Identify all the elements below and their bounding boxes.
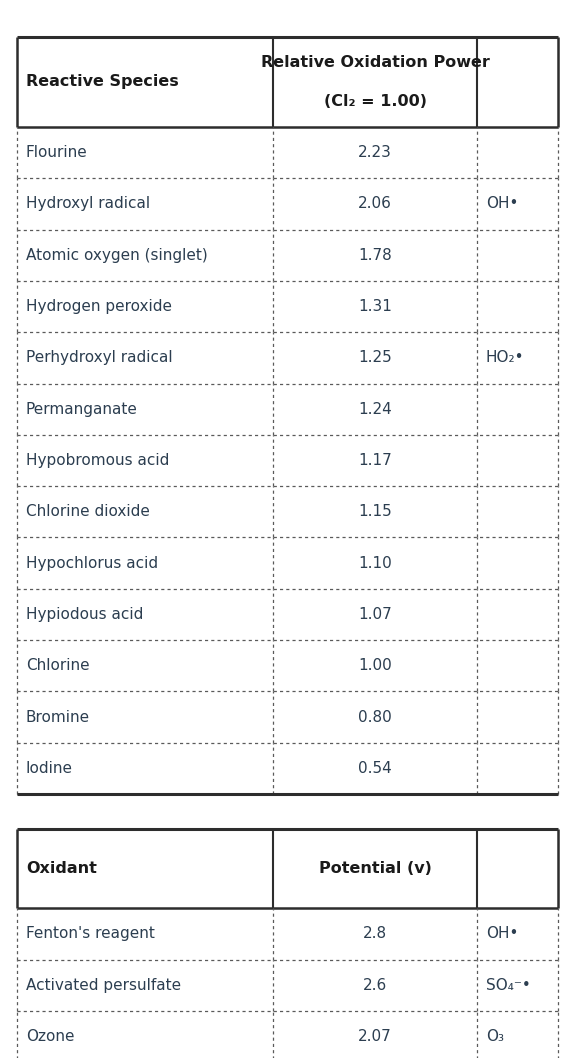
Text: Hydroxyl radical: Hydroxyl radical	[26, 197, 150, 212]
Text: Hypobromous acid: Hypobromous acid	[26, 453, 169, 468]
Text: Hypochlorus acid: Hypochlorus acid	[26, 555, 158, 570]
Text: 2.23: 2.23	[358, 145, 392, 160]
Text: Fenton's reagent: Fenton's reagent	[26, 927, 155, 942]
Text: 2.6: 2.6	[363, 978, 388, 992]
Text: 1.17: 1.17	[358, 453, 392, 468]
Text: 1.24: 1.24	[358, 402, 392, 417]
Text: Relative Oxidation Power: Relative Oxidation Power	[260, 55, 490, 71]
Text: 1.00: 1.00	[358, 658, 392, 673]
Text: Hydrogen peroxide: Hydrogen peroxide	[26, 299, 172, 314]
Text: Oxidant: Oxidant	[26, 861, 97, 876]
Text: (Cl₂ = 1.00): (Cl₂ = 1.00)	[324, 93, 427, 109]
Text: Ozone: Ozone	[26, 1029, 74, 1044]
Text: OH•: OH•	[486, 197, 518, 212]
Text: Atomic oxygen (singlet): Atomic oxygen (singlet)	[26, 248, 208, 262]
Text: 1.31: 1.31	[358, 299, 392, 314]
Text: 1.10: 1.10	[358, 555, 392, 570]
Text: Chlorine: Chlorine	[26, 658, 90, 673]
Text: 2.8: 2.8	[363, 927, 387, 942]
Text: 0.54: 0.54	[358, 761, 392, 776]
Text: 2.07: 2.07	[358, 1029, 392, 1044]
Text: Iodine: Iodine	[26, 761, 73, 776]
Text: Chlorine dioxide: Chlorine dioxide	[26, 505, 150, 519]
Text: OH•: OH•	[486, 927, 518, 942]
Text: 1.15: 1.15	[358, 505, 392, 519]
Text: O₃: O₃	[486, 1029, 504, 1044]
Text: Perhydroxyl radical: Perhydroxyl radical	[26, 350, 172, 365]
Text: Bromine: Bromine	[26, 710, 90, 725]
Text: Activated persulfate: Activated persulfate	[26, 978, 181, 992]
Text: Permanganate: Permanganate	[26, 402, 138, 417]
Text: 1.25: 1.25	[358, 350, 392, 365]
Text: Flourine: Flourine	[26, 145, 87, 160]
Text: HO₂•: HO₂•	[486, 350, 524, 365]
Text: 2.06: 2.06	[358, 197, 392, 212]
Text: SO₄⁻•: SO₄⁻•	[486, 978, 531, 992]
Text: 1.07: 1.07	[358, 607, 392, 622]
Text: Reactive Species: Reactive Species	[26, 74, 179, 90]
Text: 0.80: 0.80	[358, 710, 392, 725]
Text: 1.78: 1.78	[358, 248, 392, 262]
Text: Potential (v): Potential (v)	[319, 861, 432, 876]
Text: Hypiodous acid: Hypiodous acid	[26, 607, 143, 622]
